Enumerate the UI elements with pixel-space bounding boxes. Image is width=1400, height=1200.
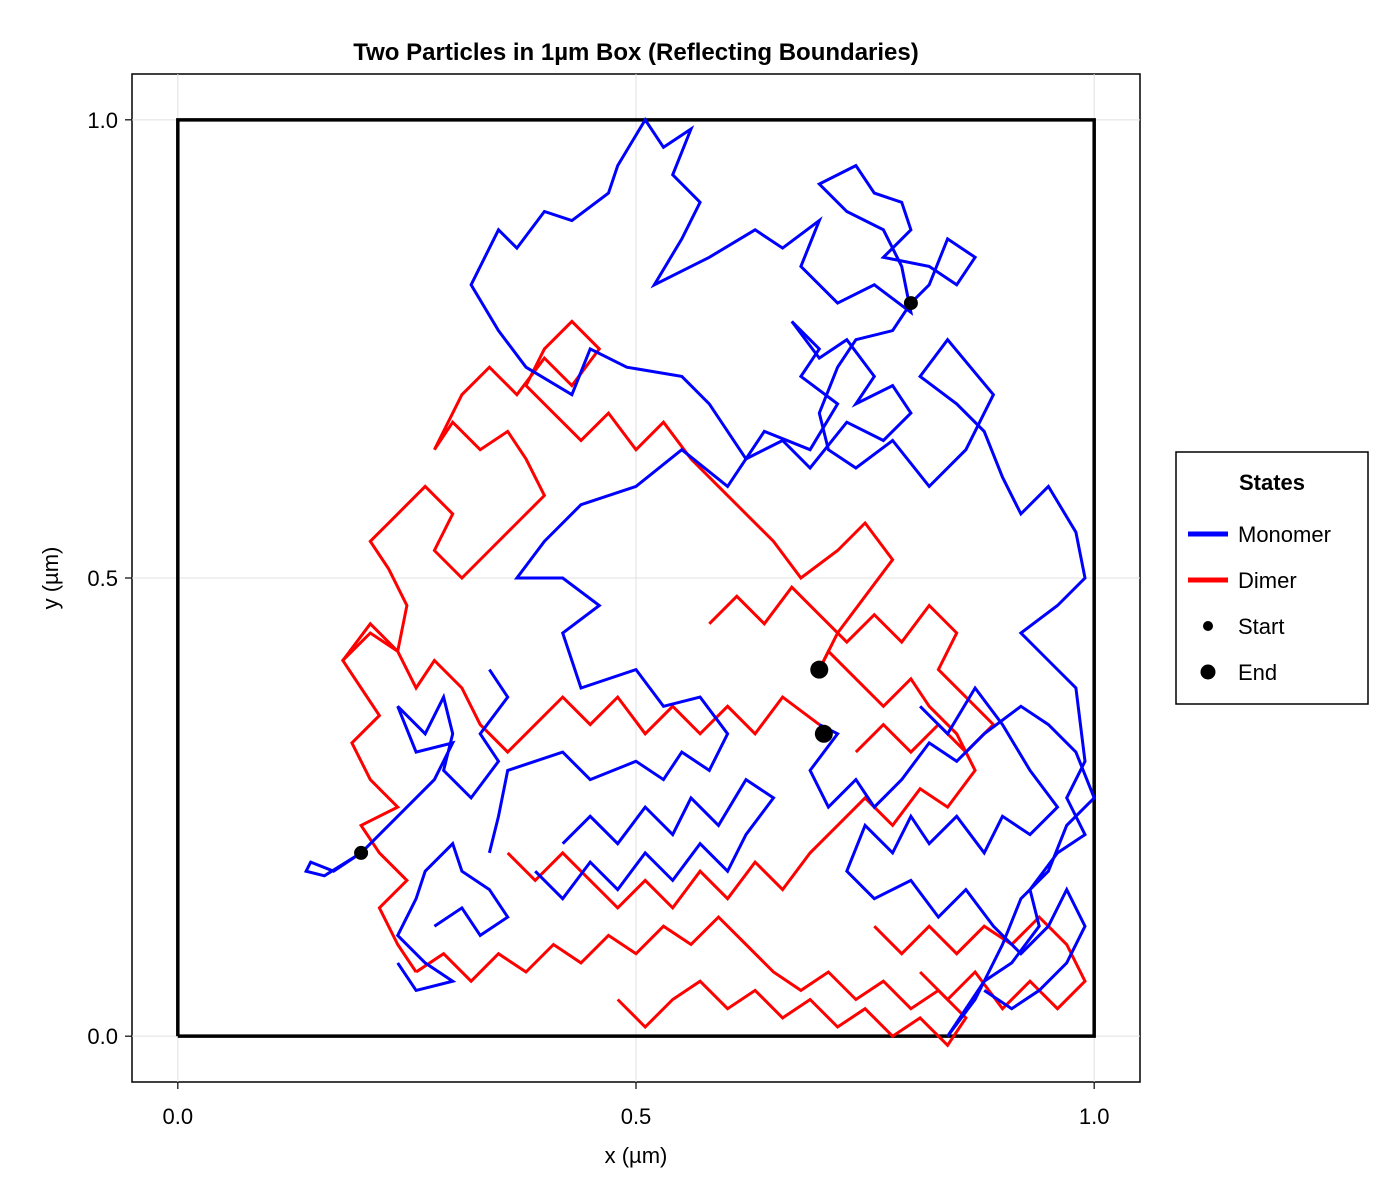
box-boundary bbox=[176, 118, 1096, 1038]
trajectory-series bbox=[303, 116, 1096, 1048]
simulation-box bbox=[176, 118, 1096, 1038]
plot-area bbox=[131, 73, 1141, 1083]
x-tick-label: 0.5 bbox=[621, 1104, 652, 1129]
y-tick-label: 0.0 bbox=[87, 1024, 118, 1049]
legend: States Monomer Dimer Start End bbox=[1175, 451, 1369, 705]
y-tick-label: 1.0 bbox=[87, 108, 118, 133]
legend-swatch-start bbox=[1203, 621, 1213, 631]
end-marker bbox=[810, 660, 829, 679]
monomer-trajectory-0 bbox=[303, 668, 510, 878]
y-tick-label: 0.5 bbox=[87, 566, 118, 591]
legend-entries: Monomer Dimer Start End bbox=[1188, 522, 1331, 685]
x-tick-label: 1.0 bbox=[1079, 1104, 1110, 1129]
x-axis-label: x (µm) bbox=[605, 1143, 668, 1168]
end-marker bbox=[814, 724, 833, 743]
monomer-trajectory-1 bbox=[487, 320, 840, 854]
legend-label-monomer: Monomer bbox=[1238, 522, 1331, 547]
dimer-trajectory-1 bbox=[415, 914, 968, 1048]
legend-swatch-end bbox=[1200, 664, 1216, 680]
chart-title: Two Particles in 1µm Box (Reflecting Bou… bbox=[353, 39, 919, 66]
monomer-trajectory-5 bbox=[395, 840, 510, 993]
y-axis-label: y (µm) bbox=[38, 547, 63, 610]
monomer-trajectory-2 bbox=[469, 116, 978, 471]
legend-title: States bbox=[1239, 470, 1305, 495]
dimer-trajectory-0 bbox=[340, 631, 821, 973]
legend-label-end: End bbox=[1238, 660, 1277, 685]
dimer-trajectory-4 bbox=[708, 584, 996, 755]
monomer-trajectory-4 bbox=[845, 685, 1087, 1011]
monomer-trajectory-3 bbox=[808, 302, 1096, 1038]
position-markers bbox=[354, 296, 918, 860]
monomer-trajectory-6 bbox=[534, 777, 776, 901]
start-marker bbox=[903, 296, 918, 311]
y-axis-ticks: 0.0 0.5 1.0 bbox=[87, 108, 132, 1049]
dimer-trajectory-5 bbox=[341, 319, 895, 671]
legend-label-start: Start bbox=[1238, 614, 1284, 639]
x-tick-label: 0.0 bbox=[163, 1104, 194, 1129]
legend-label-dimer: Dimer bbox=[1238, 568, 1297, 593]
dimer-trajectory-3 bbox=[506, 648, 977, 911]
start-marker bbox=[354, 845, 369, 860]
x-axis-ticks: 0.0 0.5 1.0 bbox=[163, 1082, 1110, 1129]
